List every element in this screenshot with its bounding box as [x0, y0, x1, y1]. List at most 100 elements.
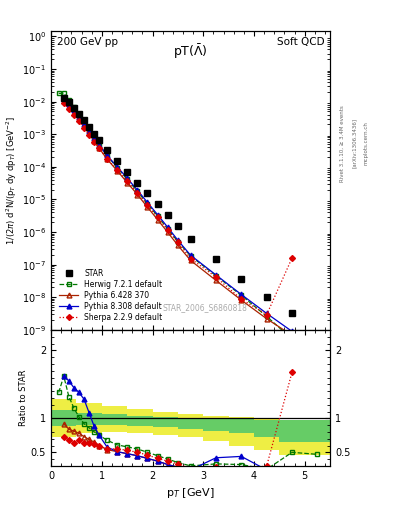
Sherpa 2.2.9 default [188, 255, 193, 262]
Sherpa 2.2.9 default [155, 215, 160, 221]
Pythia 8.308 default [188, 252, 193, 259]
Pythia 6.428 370 [155, 217, 160, 223]
Herwig 7.2.1 default [165, 226, 170, 232]
STAR [87, 124, 92, 130]
Pythia 6.428 370 [165, 229, 170, 236]
Herwig 7.2.1 default [145, 201, 150, 207]
Herwig 7.2.1 default [214, 272, 219, 279]
Herwig 7.2.1 default [188, 253, 193, 259]
Text: [arXiv:1306.3436]: [arXiv:1306.3436] [352, 118, 357, 168]
Herwig 7.2.1 default [125, 176, 130, 182]
Pythia 8.308 default [239, 291, 244, 297]
Sherpa 2.2.9 default [290, 255, 294, 261]
Herwig 7.2.1 default [61, 90, 66, 96]
STAR [239, 276, 244, 282]
Herwig 7.2.1 default [135, 188, 140, 195]
Pythia 6.428 370 [82, 123, 86, 130]
Sherpa 2.2.9 default [165, 227, 170, 233]
STAR [105, 146, 109, 153]
STAR [176, 223, 180, 229]
STAR [77, 111, 81, 117]
Pythia 6.428 370 [145, 204, 150, 210]
Sherpa 2.2.9 default [176, 240, 180, 246]
Herwig 7.2.1 default [105, 152, 109, 158]
Line: Sherpa 2.2.9 default: Sherpa 2.2.9 default [62, 101, 294, 317]
STAR [155, 201, 160, 207]
Text: mcplots.cern.ch: mcplots.cern.ch [364, 121, 369, 165]
Pythia 6.428 370 [125, 180, 130, 186]
Pythia 8.308 default [92, 135, 97, 141]
Sherpa 2.2.9 default [105, 156, 109, 162]
Pythia 6.428 370 [115, 167, 119, 174]
STAR [115, 158, 119, 164]
Sherpa 2.2.9 default [145, 202, 150, 208]
Pythia 6.428 370 [66, 103, 71, 110]
Pythia 6.428 370 [135, 191, 140, 198]
Sherpa 2.2.9 default [214, 274, 219, 280]
Pythia 8.308 default [115, 163, 119, 169]
Sherpa 2.2.9 default [125, 178, 130, 184]
Sherpa 2.2.9 default [82, 125, 86, 131]
Pythia 6.428 370 [290, 332, 294, 338]
Sherpa 2.2.9 default [239, 296, 244, 302]
Pythia 6.428 370 [72, 110, 76, 116]
STAR [290, 310, 294, 316]
Pythia 6.428 370 [264, 316, 269, 322]
Pythia 8.308 default [290, 328, 294, 334]
Herwig 7.2.1 default [87, 126, 92, 133]
Herwig 7.2.1 default [264, 313, 269, 319]
Y-axis label: 1/(2$\pi$) d$^2$N/(p$_T$ dy dp$_T$) [GeV$^{-2}$]: 1/(2$\pi$) d$^2$N/(p$_T$ dy dp$_T$) [GeV… [5, 116, 19, 245]
Pythia 8.308 default [176, 237, 180, 243]
Pythia 6.428 370 [97, 145, 102, 152]
STAR [92, 131, 97, 137]
Herwig 7.2.1 default [315, 359, 320, 365]
STAR [165, 212, 170, 218]
Pythia 8.308 default [82, 121, 86, 127]
Pythia 8.308 default [165, 224, 170, 230]
Herwig 7.2.1 default [72, 104, 76, 110]
Herwig 7.2.1 default [77, 111, 81, 117]
Pythia 6.428 370 [105, 156, 109, 162]
Pythia 8.308 default [155, 211, 160, 218]
Sherpa 2.2.9 default [72, 112, 76, 118]
Pythia 6.428 370 [176, 242, 180, 248]
Herwig 7.2.1 default [239, 292, 244, 298]
STAR [125, 168, 130, 175]
Sherpa 2.2.9 default [264, 311, 269, 317]
Herwig 7.2.1 default [290, 336, 294, 342]
Pythia 8.308 default [66, 101, 71, 108]
Pythia 8.308 default [145, 199, 150, 205]
STAR [145, 190, 150, 197]
Pythia 6.428 370 [188, 258, 193, 264]
Sherpa 2.2.9 default [87, 132, 92, 138]
Sherpa 2.2.9 default [92, 139, 97, 145]
Pythia 6.428 370 [61, 98, 66, 104]
Text: STAR_2006_S6860818: STAR_2006_S6860818 [162, 303, 247, 312]
Herwig 7.2.1 default [92, 135, 97, 141]
Text: 200 GeV pp: 200 GeV pp [57, 37, 118, 47]
Line: Pythia 6.428 370: Pythia 6.428 370 [61, 98, 294, 338]
Pythia 8.308 default [87, 127, 92, 134]
STAR [72, 104, 76, 111]
Text: Rivet 3.1.10, ≥ 3.4M events: Rivet 3.1.10, ≥ 3.4M events [340, 105, 345, 182]
Pythia 6.428 370 [92, 138, 97, 144]
Pythia 8.308 default [61, 96, 66, 102]
Herwig 7.2.1 default [176, 239, 180, 245]
Pythia 6.428 370 [214, 278, 219, 284]
Line: Pythia 8.308 default: Pythia 8.308 default [61, 97, 294, 334]
Sherpa 2.2.9 default [77, 118, 81, 124]
Pythia 6.428 370 [239, 297, 244, 303]
Sherpa 2.2.9 default [61, 100, 66, 106]
Pythia 8.308 default [264, 310, 269, 316]
Line: STAR: STAR [61, 95, 295, 316]
Pythia 8.308 default [135, 187, 140, 193]
Herwig 7.2.1 default [97, 142, 102, 148]
Sherpa 2.2.9 default [97, 145, 102, 152]
Pythia 6.428 370 [87, 131, 92, 137]
Herwig 7.2.1 default [82, 119, 86, 125]
Legend: STAR, Herwig 7.2.1 default, Pythia 6.428 370, Pythia 8.308 default, Sherpa 2.2.9: STAR, Herwig 7.2.1 default, Pythia 6.428… [58, 267, 164, 323]
Text: Soft QCD: Soft QCD [277, 37, 325, 47]
STAR [214, 257, 219, 263]
Herwig 7.2.1 default [155, 213, 160, 219]
STAR [82, 117, 86, 123]
